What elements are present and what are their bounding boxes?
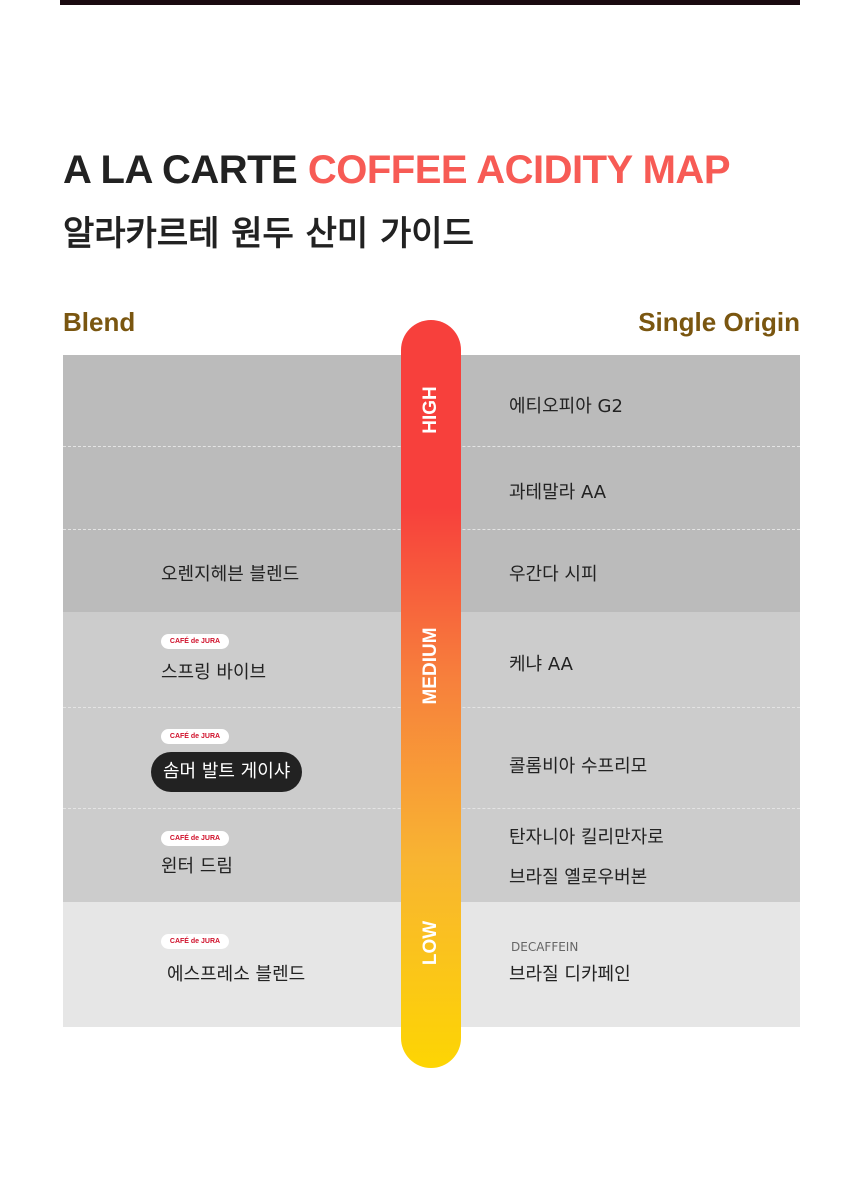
single-origin-item[interactable]: 탄자니아 킬리만자로 [509, 827, 664, 848]
title-part2: COFFEE ACIDITY MAP [307, 148, 731, 192]
blend-label: Blend [63, 307, 136, 337]
cafe-de-jura-badge: CAFÉ de JURA [161, 729, 229, 744]
single-origin-item[interactable]: 에티오피아 G2 [509, 396, 623, 417]
single-origin-label: Single Origin [638, 307, 800, 337]
cafe-de-jura-badge: CAFÉ de JURA [161, 634, 229, 649]
decaf-label: DECAFFEIN [511, 940, 579, 954]
blend-item[interactable]: 오렌지헤븐 블렌드 [161, 564, 300, 585]
blend-item-selected[interactable]: 솜머 발트 게이샤 [151, 752, 303, 792]
scale-low: LOW [420, 920, 441, 966]
scale-high: HIGH [420, 386, 441, 434]
single-origin-item[interactable]: 브라질 디카페인 [509, 964, 631, 985]
scale-medium: MEDIUM [420, 627, 441, 705]
top-rule [60, 0, 800, 5]
single-origin-item[interactable]: 케냐 AA [509, 654, 573, 675]
cafe-de-jura-badge: CAFÉ de JURA [161, 831, 229, 846]
acidity-scale-bar [401, 320, 461, 1068]
cafe-de-jura-badge: CAFÉ de JURA [161, 934, 229, 949]
single-origin-item[interactable]: 과테말라 AA [509, 482, 607, 503]
single-origin-item[interactable]: 우간다 시피 [509, 564, 598, 585]
title-part1: A LA CARTE [63, 148, 308, 192]
single-origin-item[interactable]: 콜롬비아 수프리모 [509, 756, 648, 777]
single-origin-item[interactable]: 브라질 옐로우버본 [509, 867, 648, 888]
blend-item[interactable]: 스프링 바이브 [161, 662, 267, 683]
page-title: A LA CARTE COFFEE ACIDITY MAP [63, 148, 731, 193]
page-subtitle: 알라카르테 원두 산미 가이드 [63, 214, 474, 254]
blend-item[interactable]: 에스프레소 블렌드 [167, 964, 306, 985]
blend-item[interactable]: 윈터 드림 [161, 856, 233, 877]
